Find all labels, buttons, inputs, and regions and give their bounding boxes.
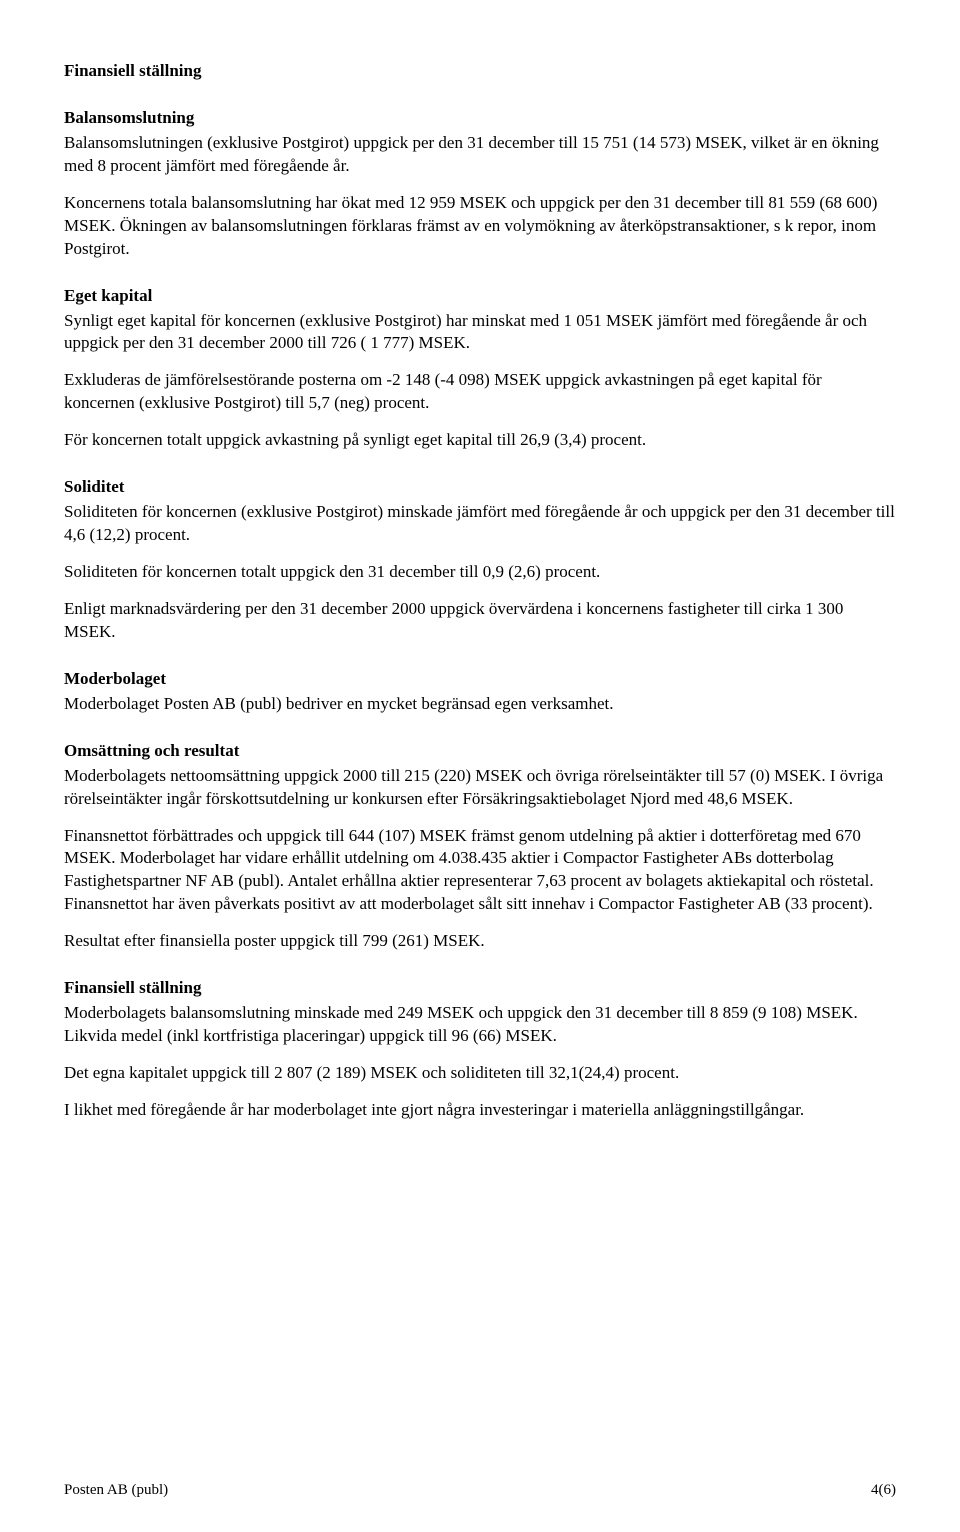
subheading-omsattning: Omsättning och resultat	[64, 740, 896, 763]
paragraph: Balansomslutningen (exklusive Postgirot)…	[64, 132, 896, 178]
paragraph: Moderbolagets nettoomsättning uppgick 20…	[64, 765, 896, 811]
paragraph: Koncernens totala balansomslutning har ö…	[64, 192, 896, 261]
heading-moderbolaget: Moderbolaget	[64, 668, 896, 691]
paragraph: Finansnettot förbättrades och uppgick ti…	[64, 825, 896, 917]
footer-company: Posten AB (publ)	[64, 1480, 168, 1500]
paragraph: I likhet med föregående år har moderbola…	[64, 1099, 896, 1122]
paragraph: Resultat efter finansiella poster uppgic…	[64, 930, 896, 953]
paragraph: Soliditeten för koncernen (exklusive Pos…	[64, 501, 896, 547]
paragraph: Synligt eget kapital för koncernen (exkl…	[64, 310, 896, 356]
paragraph: Moderbolagets balansomslutning minskade …	[64, 1002, 896, 1048]
paragraph: För koncernen totalt uppgick avkastning …	[64, 429, 896, 452]
subheading-soliditet: Soliditet	[64, 476, 896, 499]
paragraph: Exkluderas de jämförelsestörande postern…	[64, 369, 896, 415]
heading-finansiell-stallning: Finansiell ställning	[64, 60, 896, 83]
footer-page-number: 4(6)	[871, 1480, 896, 1500]
subheading-balansomslutning: Balansomslutning	[64, 107, 896, 130]
heading-finansiell-stallning-2: Finansiell ställning	[64, 977, 896, 1000]
paragraph: Det egna kapitalet uppgick till 2 807 (2…	[64, 1062, 896, 1085]
subheading-eget-kapital: Eget kapital	[64, 285, 896, 308]
paragraph: Soliditeten för koncernen totalt uppgick…	[64, 561, 896, 584]
paragraph: Moderbolaget Posten AB (publ) bedriver e…	[64, 693, 896, 716]
page-footer: Posten AB (publ) 4(6)	[64, 1480, 896, 1500]
paragraph: Enligt marknadsvärdering per den 31 dece…	[64, 598, 896, 644]
